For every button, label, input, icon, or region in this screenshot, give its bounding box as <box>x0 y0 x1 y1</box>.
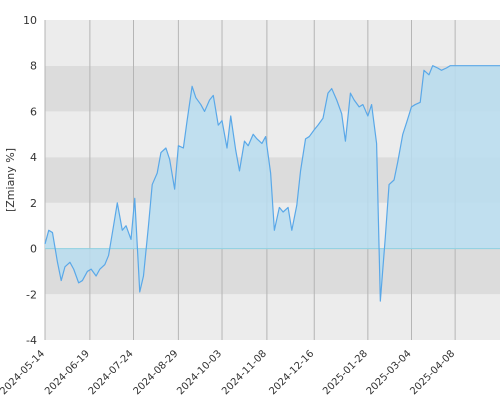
x-tick-label: 2024-11-08 <box>220 348 269 397</box>
x-tick-label: 2024-07-24 <box>87 348 136 397</box>
y-axis-label: [Zmiany %] <box>4 148 17 212</box>
x-tick-label: 2025-03-04 <box>365 348 414 397</box>
series-line <box>44 65 500 302</box>
y-tick-label: 4 <box>30 151 37 164</box>
y-tick-label: 6 <box>30 105 37 118</box>
x-tick-label: 2024-08-29 <box>132 348 181 397</box>
x-tick-label: 2024-06-19 <box>43 348 92 397</box>
series-area <box>45 65 500 302</box>
x-tick-labels: 2024-05-142024-06-192024-07-242024-08-29… <box>0 348 457 397</box>
x-tick-label: 2025-01-28 <box>321 348 370 397</box>
x-tick-label: 2024-12-16 <box>268 348 317 397</box>
y-tick-label: -4 <box>26 334 37 347</box>
y-tick-labels: -4 -2 0 2 4 6 8 10 <box>23 14 37 347</box>
background-band <box>45 248 500 295</box>
x-tick-label: 2025-04-08 <box>408 348 457 397</box>
y-tick-label: 2 <box>30 197 37 210</box>
y-tick-label: 10 <box>23 14 37 27</box>
y-tick-label: 8 <box>30 60 37 73</box>
background-band <box>45 20 500 66</box>
x-tick-label: 2024-10-03 <box>175 348 224 397</box>
x-tick-label: 2024-05-14 <box>0 348 47 397</box>
y-tick-label: -2 <box>26 288 37 301</box>
y-tick-label: 0 <box>30 243 37 256</box>
background-band <box>45 294 500 340</box>
